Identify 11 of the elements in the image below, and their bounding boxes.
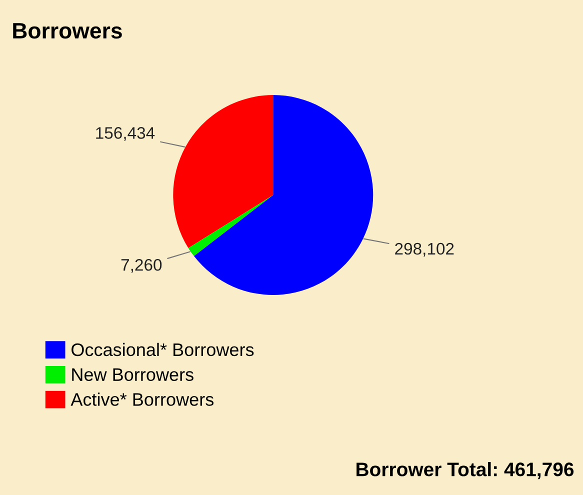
- data-label: 298,102: [395, 242, 454, 257]
- chart-title: Borrowers: [13, 23, 122, 39]
- pie-slice: [173, 95, 274, 248]
- legend-label: Occasional* Borrowers: [72, 342, 254, 356]
- legend-label: Active* Borrowers: [70, 392, 214, 406]
- data-label: 156,434: [96, 127, 155, 141]
- pie-slice: [188, 195, 274, 256]
- text: Borrower Total: 461,796: [356, 462, 574, 480]
- pie-slice: [194, 95, 374, 296]
- legend-label: New Borrowers: [72, 368, 194, 382]
- data-label: 7,260: [121, 259, 162, 273]
